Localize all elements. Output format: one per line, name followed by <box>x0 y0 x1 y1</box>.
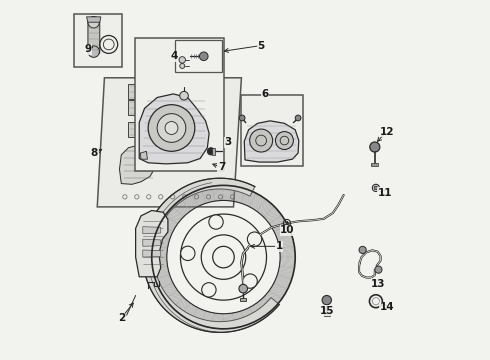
Text: 3: 3 <box>224 138 231 147</box>
Circle shape <box>239 284 247 293</box>
Text: 6: 6 <box>261 89 269 99</box>
Text: 10: 10 <box>280 225 294 235</box>
Circle shape <box>295 115 301 121</box>
Polygon shape <box>172 100 186 116</box>
Polygon shape <box>120 144 155 184</box>
Text: 11: 11 <box>378 188 392 198</box>
Polygon shape <box>143 250 161 257</box>
Circle shape <box>370 142 380 152</box>
Text: 1: 1 <box>275 241 283 251</box>
Polygon shape <box>143 239 161 246</box>
Circle shape <box>243 274 257 288</box>
Polygon shape <box>136 211 168 277</box>
Circle shape <box>88 17 99 28</box>
Polygon shape <box>245 121 299 162</box>
Bar <box>135 39 224 171</box>
Polygon shape <box>172 84 186 99</box>
Circle shape <box>213 246 234 268</box>
Text: 2: 2 <box>118 313 125 323</box>
Circle shape <box>374 186 378 190</box>
Circle shape <box>250 129 272 152</box>
Circle shape <box>359 246 366 253</box>
Circle shape <box>181 246 195 261</box>
Circle shape <box>157 114 186 142</box>
Polygon shape <box>139 94 209 164</box>
Polygon shape <box>128 122 143 137</box>
Circle shape <box>239 115 245 121</box>
Circle shape <box>180 91 188 100</box>
Polygon shape <box>150 84 164 99</box>
Circle shape <box>322 296 331 305</box>
Text: 14: 14 <box>379 302 394 312</box>
Circle shape <box>209 215 223 229</box>
Bar <box>241 95 303 166</box>
Text: 8: 8 <box>91 148 98 158</box>
Polygon shape <box>88 22 100 53</box>
Polygon shape <box>323 314 330 316</box>
Circle shape <box>180 63 185 68</box>
Circle shape <box>165 122 178 134</box>
Circle shape <box>247 232 262 246</box>
Polygon shape <box>143 226 161 234</box>
Text: 13: 13 <box>371 279 386 289</box>
Polygon shape <box>212 148 215 155</box>
Text: 9: 9 <box>84 44 92 54</box>
Circle shape <box>375 266 382 273</box>
Polygon shape <box>150 122 164 137</box>
Circle shape <box>275 132 294 149</box>
Polygon shape <box>97 78 242 207</box>
Polygon shape <box>150 100 164 116</box>
Bar <box>175 40 221 72</box>
Text: 4: 4 <box>171 51 178 61</box>
Circle shape <box>202 283 216 297</box>
Circle shape <box>88 46 99 57</box>
Circle shape <box>207 148 215 155</box>
Bar <box>74 14 122 67</box>
Polygon shape <box>371 163 378 166</box>
Circle shape <box>199 52 208 60</box>
Polygon shape <box>143 178 279 332</box>
Polygon shape <box>128 84 143 99</box>
Circle shape <box>179 57 186 63</box>
Polygon shape <box>240 298 246 301</box>
Circle shape <box>148 105 195 151</box>
Polygon shape <box>140 151 147 159</box>
Text: 12: 12 <box>379 127 394 136</box>
Polygon shape <box>87 17 101 22</box>
Text: 7: 7 <box>218 162 225 172</box>
Text: 5: 5 <box>258 41 265 50</box>
Polygon shape <box>128 100 143 116</box>
Text: 15: 15 <box>319 306 334 316</box>
